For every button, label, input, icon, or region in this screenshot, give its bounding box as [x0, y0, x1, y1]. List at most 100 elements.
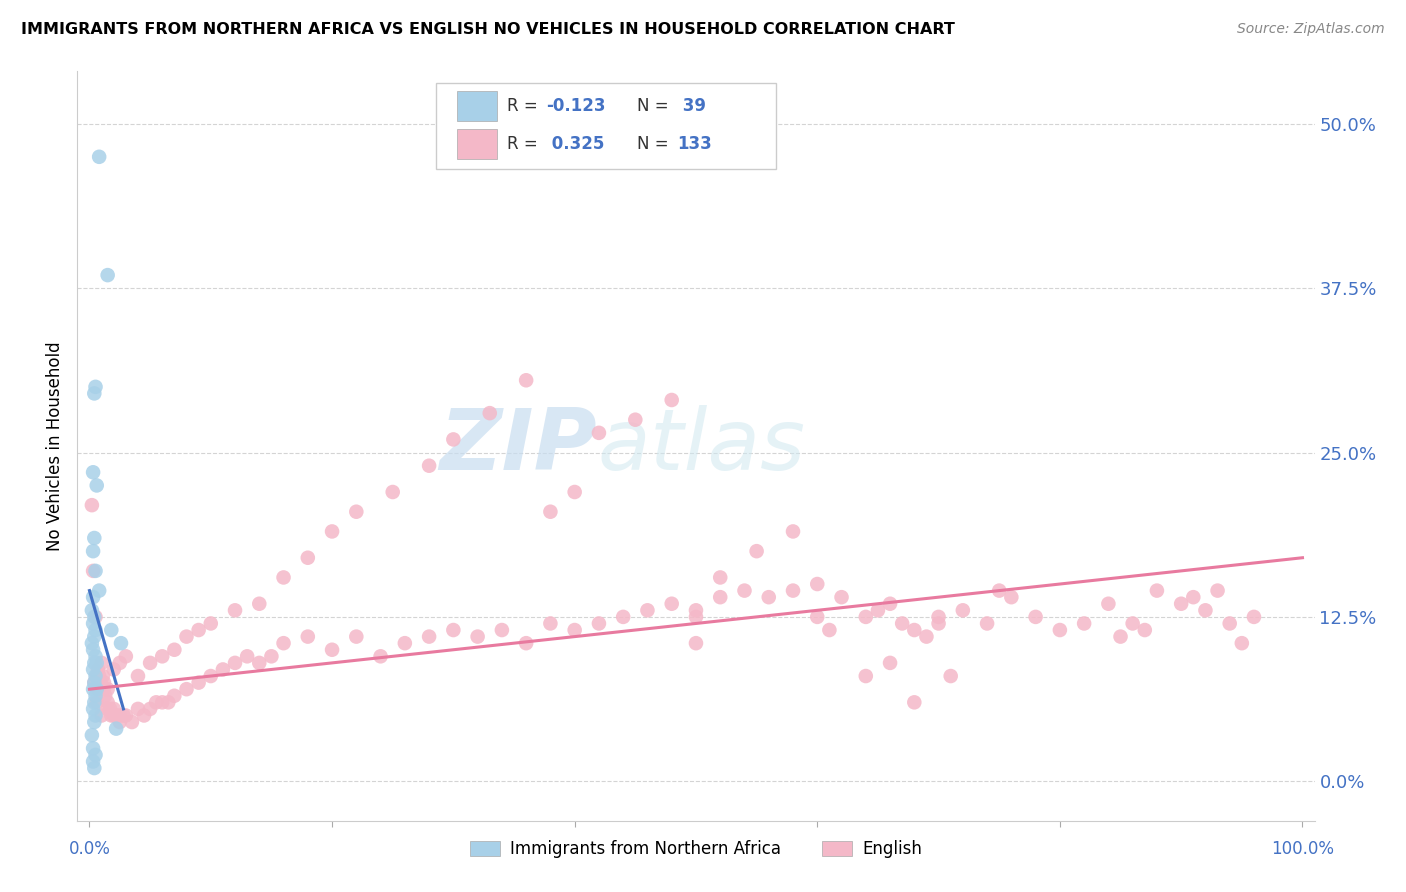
Point [709, 570, 731, 584]
Point [1097, 597, 1119, 611]
Point [441, 433, 464, 447]
Point [93, 682, 115, 697]
Point [855, 669, 877, 683]
Point [97, 695, 120, 709]
Point [91, 669, 114, 683]
Point [82, 544, 104, 558]
Point [394, 636, 416, 650]
Point [260, 649, 283, 664]
FancyBboxPatch shape [457, 91, 496, 121]
Point [236, 649, 259, 664]
Point [84, 689, 107, 703]
Point [685, 610, 707, 624]
Point [82, 465, 104, 479]
Point [344, 505, 367, 519]
Point [685, 636, 707, 650]
Point [90, 708, 112, 723]
Point [108, 656, 131, 670]
Point [80, 636, 103, 650]
Point [588, 425, 610, 440]
Point [132, 708, 155, 723]
Point [83, 714, 105, 729]
Text: R =: R = [506, 97, 543, 115]
Point [855, 610, 877, 624]
Point [247, 656, 270, 670]
Point [84, 669, 107, 683]
Point [247, 597, 270, 611]
Point [818, 623, 841, 637]
Point [866, 603, 889, 617]
Point [212, 663, 235, 677]
Y-axis label: No Vehicles in Household: No Vehicles in Household [46, 341, 65, 551]
Text: IMMIGRANTS FROM NORTHERN AFRICA VS ENGLISH NO VEHICLES IN HOUSEHOLD CORRELATION : IMMIGRANTS FROM NORTHERN AFRICA VS ENGLI… [21, 22, 955, 37]
Point [467, 630, 489, 644]
Point [891, 616, 914, 631]
Text: 39: 39 [678, 97, 706, 115]
Point [86, 669, 108, 683]
Point [734, 583, 756, 598]
Point [297, 550, 319, 565]
Point [187, 675, 209, 690]
Point [83, 630, 105, 644]
Point [224, 603, 246, 617]
Point [139, 656, 162, 670]
Point [418, 458, 440, 473]
Point [928, 610, 950, 624]
Point [187, 623, 209, 637]
Point [538, 505, 561, 519]
Point [83, 531, 105, 545]
Point [624, 413, 647, 427]
Point [273, 636, 295, 650]
Point [121, 714, 143, 729]
Point [491, 623, 513, 637]
Point [685, 603, 707, 617]
Point [105, 722, 128, 736]
Point [83, 675, 105, 690]
Point [782, 583, 804, 598]
Point [1122, 616, 1144, 631]
Point [83, 656, 105, 670]
Point [112, 708, 135, 723]
Point [150, 695, 173, 709]
Point [879, 656, 901, 670]
Point [1219, 616, 1241, 631]
Point [903, 695, 925, 709]
Point [84, 623, 107, 637]
Point [1025, 610, 1047, 624]
FancyBboxPatch shape [436, 83, 776, 169]
Point [93, 675, 115, 690]
Point [806, 577, 828, 591]
Point [939, 669, 962, 683]
Legend: Immigrants from Northern Africa, English: Immigrants from Northern Africa, English [463, 833, 929, 864]
Point [418, 630, 440, 644]
Point [82, 682, 104, 697]
Point [82, 616, 104, 631]
Point [90, 656, 112, 670]
Text: R =: R = [506, 135, 543, 153]
Point [100, 623, 122, 637]
Point [89, 583, 111, 598]
Point [103, 663, 125, 677]
Point [163, 689, 186, 703]
Point [82, 642, 104, 657]
Point [103, 708, 125, 723]
Text: Source: ZipAtlas.com: Source: ZipAtlas.com [1237, 22, 1385, 37]
Point [903, 623, 925, 637]
Point [98, 702, 121, 716]
Point [86, 695, 108, 709]
Point [105, 708, 128, 723]
Point [1194, 603, 1216, 617]
Point [110, 636, 132, 650]
Point [82, 741, 104, 756]
Text: N =: N = [637, 97, 673, 115]
Point [200, 616, 222, 631]
Point [84, 649, 107, 664]
Point [806, 610, 828, 624]
Point [84, 610, 107, 624]
Point [1146, 583, 1168, 598]
Point [831, 590, 853, 604]
Point [115, 649, 138, 664]
Point [145, 695, 167, 709]
Point [370, 649, 392, 664]
Point [90, 682, 112, 697]
